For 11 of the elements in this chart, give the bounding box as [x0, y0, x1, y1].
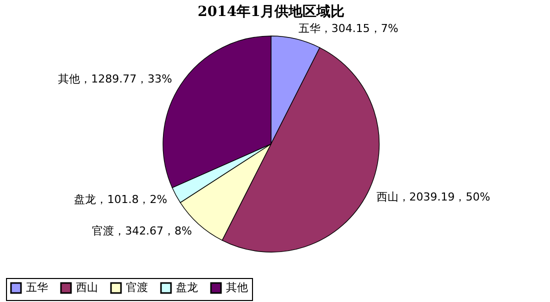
data-label: 西山，2039.19，50%	[376, 190, 490, 204]
chart-title: 2014年1月供地区域比	[198, 4, 344, 20]
legend-label: 五华	[26, 281, 48, 294]
data-label: 其他，1289.77，33%	[58, 72, 172, 86]
legend-label: 西山	[76, 281, 98, 294]
data-label: 官渡，342.67，8%	[92, 224, 192, 238]
legend-label: 其他	[226, 281, 248, 294]
legend-label: 官渡	[126, 281, 148, 294]
legend-label: 盘龙	[176, 281, 198, 294]
data-label: 盘龙，101.8，2%	[74, 193, 168, 206]
data-label: 五华，304.15，7%	[298, 22, 398, 36]
